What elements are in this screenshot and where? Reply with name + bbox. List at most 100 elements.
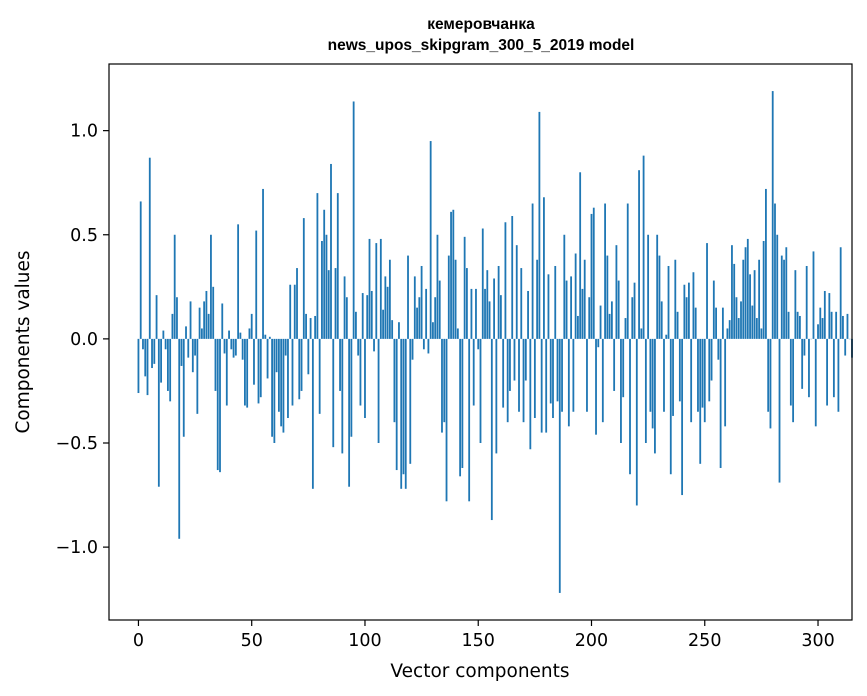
bar-160 (499, 295, 502, 339)
bar-82 (323, 209, 326, 339)
bar-35 (216, 338, 219, 471)
bar-38 (223, 338, 226, 354)
bar-278 (767, 338, 770, 412)
bar-137 (447, 255, 450, 339)
bar-282 (776, 234, 779, 339)
bar-243 (688, 282, 690, 339)
bar-224 (644, 338, 647, 443)
bar-68 (291, 338, 294, 406)
bar-236 (672, 338, 674, 416)
bar-256 (717, 338, 720, 360)
bar-102 (368, 238, 371, 339)
bar-7 (153, 338, 156, 364)
bar-37 (221, 303, 224, 339)
bar-20 (182, 338, 185, 437)
bar-1 (139, 201, 142, 339)
y-axis-ticks: −1.0 −0.5 0.0 0.5 1.0 (56, 122, 109, 558)
bar-127 (425, 288, 428, 339)
bar-175 (533, 338, 536, 419)
bar-9 (157, 338, 160, 487)
bar-267 (742, 259, 745, 339)
bar-309 (837, 338, 840, 412)
bar-8 (155, 295, 158, 339)
bar-246 (694, 307, 697, 339)
bar-214 (622, 338, 625, 398)
bar-124 (418, 297, 421, 339)
bar-194 (577, 315, 579, 339)
bar-181 (547, 274, 550, 339)
y-tick-label: 0.0 (70, 330, 98, 350)
bar-75 (307, 338, 310, 375)
bar-53 (257, 338, 260, 404)
bar-98 (359, 338, 362, 406)
bar-24 (191, 338, 194, 373)
bar-289 (792, 338, 795, 423)
bar-158 (495, 338, 498, 454)
bar-305 (828, 293, 831, 339)
bar-108 (382, 309, 384, 339)
bar-52 (255, 230, 258, 339)
bar-91 (343, 276, 346, 339)
bar-178 (540, 338, 543, 433)
bar-48 (246, 338, 249, 408)
bar-170 (522, 338, 525, 423)
bar-185 (556, 338, 559, 402)
bar-190 (567, 338, 570, 427)
bar-162 (504, 222, 507, 339)
bar-217 (629, 338, 631, 475)
bar-260 (726, 328, 729, 339)
bar-85 (330, 163, 332, 339)
bar-57 (266, 338, 269, 379)
bar-29 (203, 301, 206, 339)
bar-90 (341, 338, 344, 454)
bar-292 (798, 315, 801, 339)
bar-176 (536, 259, 539, 339)
x-tick-label: 250 (688, 631, 721, 651)
bar-116 (400, 338, 403, 489)
bar-145 (466, 268, 468, 339)
bar-79 (316, 193, 319, 339)
bar-161 (502, 338, 505, 408)
bar-54 (259, 338, 262, 398)
bar-157 (493, 278, 495, 339)
bar-152 (481, 228, 484, 339)
bar-225 (647, 234, 650, 339)
x-axis-ticks: 0 50 100 150 200 250 300 (133, 620, 835, 651)
bar-165 (511, 216, 514, 339)
bar-269 (746, 238, 749, 339)
bar-301 (819, 307, 822, 339)
bar-18 (178, 338, 181, 539)
bar-64 (282, 338, 285, 433)
bar-46 (241, 338, 244, 360)
bar-210 (613, 338, 616, 391)
bar-196 (581, 288, 584, 339)
bar-50 (250, 313, 253, 339)
bar-115 (398, 322, 400, 339)
bar-205 (601, 338, 604, 423)
bar-234 (667, 265, 670, 339)
bar-252 (708, 338, 711, 402)
bar-83 (325, 234, 328, 339)
bar-110 (386, 286, 389, 339)
bar-136 (445, 338, 448, 502)
plot-area-frame (108, 63, 853, 621)
bar-151 (479, 338, 482, 443)
bar-311 (842, 315, 844, 339)
bar-143 (461, 338, 464, 468)
bar-89 (339, 338, 341, 391)
bar-19 (180, 338, 183, 366)
bar-130 (432, 322, 434, 339)
bar-312 (844, 338, 847, 356)
bar-200 (590, 213, 593, 339)
bar-192 (572, 338, 575, 412)
bar-12 (164, 338, 167, 350)
bar-294 (803, 338, 806, 356)
bar-159 (497, 265, 500, 339)
bar-180 (545, 338, 548, 433)
bar-118 (404, 338, 407, 489)
bar-119 (407, 255, 409, 339)
bar-163 (506, 338, 509, 423)
bar-154 (486, 270, 489, 339)
bar-303 (823, 290, 826, 339)
